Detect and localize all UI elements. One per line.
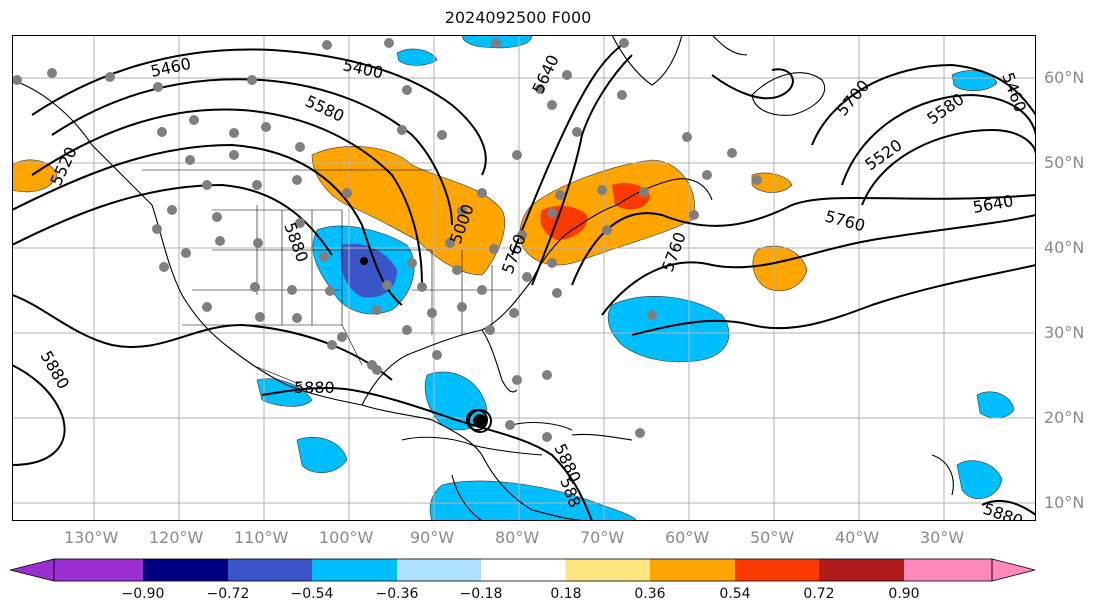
lon-label-90w: 90°W	[410, 528, 455, 547]
lat-label-50n: 50°N	[1044, 153, 1085, 172]
colorbar-segment	[735, 559, 819, 581]
orange-region-greenland	[751, 172, 793, 193]
colorbar-segment	[481, 559, 566, 581]
colorbar-tick: 0.72	[803, 586, 835, 602]
colorbar-segment	[54, 559, 143, 581]
colorbar-segment	[397, 559, 481, 581]
lon-label-70w: 70°W	[580, 528, 625, 547]
shaded-areas	[12, 35, 1015, 521]
blue-region-tropical-atlantic-2	[956, 460, 1003, 499]
colorbar-segment	[566, 559, 650, 581]
colorbar-tick: −0.18	[459, 586, 503, 602]
colorbar-segment	[904, 559, 992, 581]
lon-label-80w: 80°W	[495, 528, 540, 547]
colorbar-segment	[228, 559, 312, 581]
grid-lines	[12, 35, 1036, 521]
lon-label-60w: 60°W	[665, 528, 710, 547]
lat-label-10n: 10°N	[1044, 493, 1085, 512]
colorbar-tick: 0.18	[550, 586, 582, 602]
lon-label-100w: 100°W	[319, 528, 374, 547]
lon-label-50w: 50°W	[750, 528, 795, 547]
map-frame	[12, 35, 1036, 521]
lon-label-30w: 30°W	[920, 528, 965, 547]
blue-region-atlantic	[607, 296, 730, 363]
colorbar-segment	[143, 559, 228, 581]
blue-region-south-mexico	[296, 437, 348, 473]
colorbar-segment	[650, 559, 735, 581]
height-contours	[12, 44, 1036, 521]
lon-label-110w: 110°W	[234, 528, 289, 547]
map-canvas: 5460 5400 5640 5580 5520 5880 5700 5580 …	[12, 35, 1036, 521]
colorbar-tick: 0.90	[888, 586, 920, 602]
colorbar-tick: −0.72	[206, 586, 250, 602]
orange-region-west-coast	[12, 159, 58, 193]
coastlines	[12, 35, 954, 521]
colorbar-tick: 0.36	[634, 586, 666, 602]
lat-label-30n: 30°N	[1044, 323, 1085, 342]
storm-marker	[360, 257, 492, 433]
contour-label: 5880	[294, 378, 335, 397]
station-markers	[12, 38, 762, 442]
colorbar-tick: 0.54	[719, 586, 751, 602]
lat-label-40n: 40°N	[1044, 238, 1085, 257]
map-panel: 5460 5400 5640 5580 5520 5880 5700 5580 …	[12, 35, 1036, 521]
colorbar-segment	[819, 559, 904, 581]
lat-label-60n: 60°N	[1044, 68, 1085, 87]
lon-label-40w: 40°W	[835, 528, 880, 547]
colorbar	[10, 558, 1036, 582]
colorbar-tick: −0.54	[290, 586, 334, 602]
map-title: 2024092500 F000	[444, 8, 592, 27]
lon-label-120w: 120°W	[149, 528, 204, 547]
blue-region-tropical-atlantic	[976, 391, 1015, 419]
colorbar-low-arrow	[10, 558, 55, 582]
colorbar-tick: −0.36	[375, 586, 419, 602]
colorbar-segment	[312, 559, 397, 581]
blue-region-hudson	[396, 48, 438, 66]
blue-region-north-atlantic	[951, 70, 998, 92]
lat-label-20n: 20°N	[1044, 408, 1085, 427]
lon-label-130w: 130°W	[64, 528, 119, 547]
colorbar-tick: −0.90	[121, 586, 165, 602]
colorbar-high-arrow	[991, 558, 1036, 582]
